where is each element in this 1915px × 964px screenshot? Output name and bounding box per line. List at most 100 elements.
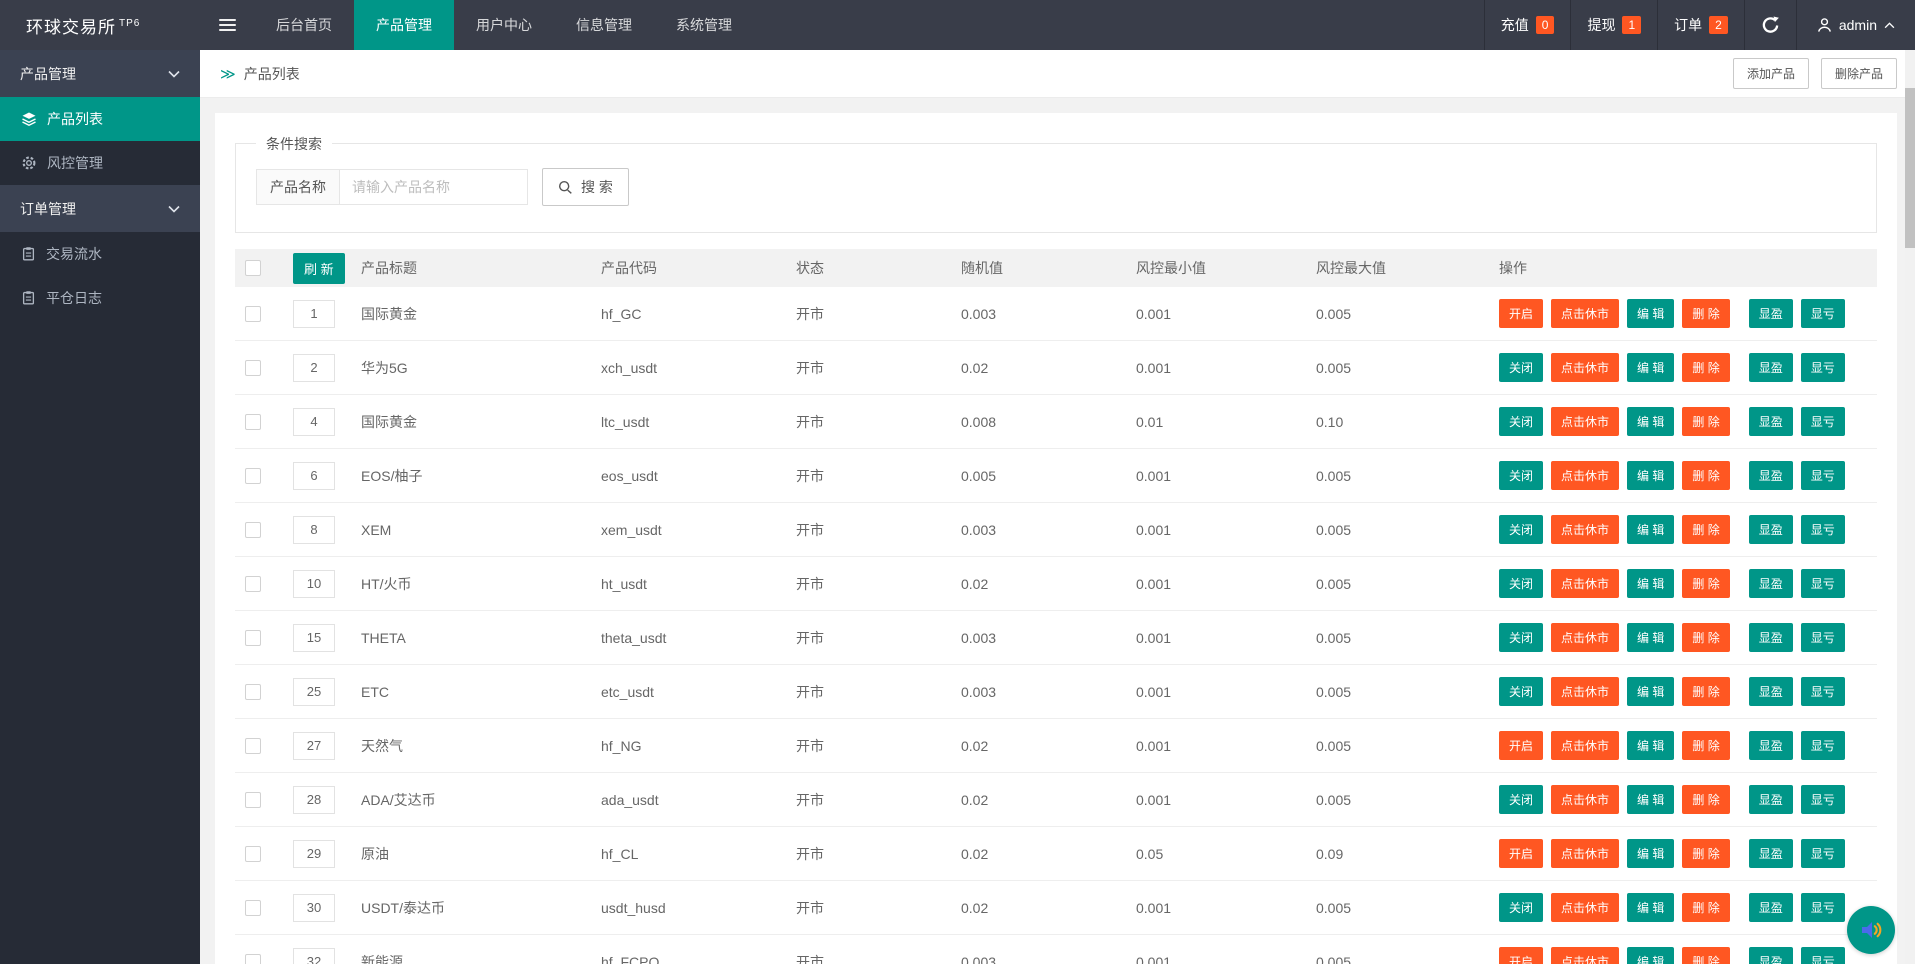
delete-button[interactable]: 删 除 [1682, 839, 1730, 868]
sidebar-item-product-list[interactable]: 产品列表 [0, 97, 200, 141]
row-sort-input[interactable]: 32 [293, 947, 335, 964]
pause-market-button[interactable]: 点击休市 [1551, 839, 1620, 868]
edit-button[interactable]: 编 辑 [1627, 407, 1675, 436]
show-profit-button[interactable]: 显盈 [1748, 677, 1793, 706]
edit-button[interactable]: 编 辑 [1627, 731, 1675, 760]
edit-button[interactable]: 编 辑 [1627, 893, 1675, 922]
vertical-scrollbar[interactable] [1905, 50, 1915, 964]
edit-button[interactable]: 编 辑 [1627, 623, 1675, 652]
pause-market-button[interactable]: 点击休市 [1551, 461, 1620, 490]
edit-button[interactable]: 编 辑 [1627, 947, 1675, 964]
edit-button[interactable]: 编 辑 [1627, 299, 1675, 328]
edit-button[interactable]: 编 辑 [1627, 677, 1675, 706]
sidebar-item-risk-control[interactable]: 风控管理 [0, 141, 200, 185]
select-all-checkbox[interactable] [245, 260, 261, 276]
show-profit-button[interactable]: 显盈 [1748, 623, 1793, 652]
delete-button[interactable]: 删 除 [1682, 299, 1730, 328]
row-checkbox[interactable] [245, 575, 261, 592]
show-profit-button[interactable]: 显盈 [1748, 569, 1793, 598]
pause-market-button[interactable]: 点击休市 [1551, 569, 1620, 598]
row-sort-input[interactable]: 6 [293, 461, 335, 490]
row-sort-input[interactable]: 2 [293, 353, 335, 382]
show-loss-button[interactable]: 显亏 [1800, 299, 1845, 328]
sidebar-item-trade-flow[interactable]: 交易流水 [0, 232, 200, 276]
delete-button[interactable]: 删 除 [1682, 461, 1730, 490]
toggle-market-button[interactable]: 关闭 [1499, 407, 1544, 436]
audio-notification-button[interactable] [1847, 906, 1895, 954]
row-checkbox[interactable] [245, 521, 261, 538]
row-sort-input[interactable]: 4 [293, 407, 335, 436]
show-profit-button[interactable]: 显盈 [1748, 785, 1793, 814]
pause-market-button[interactable]: 点击休市 [1551, 353, 1620, 382]
edit-button[interactable]: 编 辑 [1627, 785, 1675, 814]
row-sort-input[interactable]: 29 [293, 839, 335, 868]
delete-button[interactable]: 删 除 [1682, 407, 1730, 436]
show-loss-button[interactable]: 显亏 [1800, 569, 1845, 598]
pause-market-button[interactable]: 点击休市 [1551, 677, 1620, 706]
row-sort-input[interactable]: 30 [293, 893, 335, 922]
toggle-market-button[interactable]: 开启 [1499, 839, 1544, 868]
recharge-shortcut[interactable]: 充值 0 [1483, 0, 1571, 50]
orders-shortcut[interactable]: 订单 2 [1657, 0, 1744, 50]
row-checkbox[interactable] [245, 845, 261, 862]
pause-market-button[interactable]: 点击休市 [1551, 785, 1620, 814]
show-profit-button[interactable]: 显盈 [1748, 299, 1793, 328]
row-sort-input[interactable]: 27 [293, 731, 335, 760]
edit-button[interactable]: 编 辑 [1627, 353, 1675, 382]
toggle-market-button[interactable]: 关闭 [1499, 785, 1544, 814]
row-sort-input[interactable]: 10 [293, 569, 335, 598]
nav-item-info[interactable]: 信息管理 [576, 17, 632, 33]
row-checkbox[interactable] [245, 683, 261, 700]
row-sort-input[interactable]: 25 [293, 677, 335, 706]
sidebar-group-orders[interactable]: 订单管理 [0, 185, 200, 232]
toggle-market-button[interactable]: 关闭 [1499, 515, 1544, 544]
hamburger-menu-icon[interactable] [200, 0, 254, 50]
nav-item-products[interactable]: 产品管理 [354, 0, 454, 50]
show-loss-button[interactable]: 显亏 [1800, 623, 1845, 652]
row-checkbox[interactable] [245, 737, 261, 754]
delete-button[interactable]: 删 除 [1682, 353, 1730, 382]
pause-market-button[interactable]: 点击休市 [1551, 299, 1620, 328]
row-checkbox[interactable] [245, 629, 261, 646]
row-sort-input[interactable]: 8 [293, 515, 335, 544]
show-loss-button[interactable]: 显亏 [1800, 515, 1845, 544]
pause-market-button[interactable]: 点击休市 [1551, 947, 1620, 964]
pause-market-button[interactable]: 点击休市 [1551, 893, 1620, 922]
delete-button[interactable]: 删 除 [1682, 731, 1730, 760]
show-profit-button[interactable]: 显盈 [1748, 947, 1793, 964]
show-profit-button[interactable]: 显盈 [1748, 461, 1793, 490]
toggle-market-button[interactable]: 关闭 [1499, 623, 1544, 652]
show-loss-button[interactable]: 显亏 [1800, 353, 1845, 382]
delete-button[interactable]: 删 除 [1682, 623, 1730, 652]
show-profit-button[interactable]: 显盈 [1748, 731, 1793, 760]
add-product-button[interactable]: 添加产品 [1732, 58, 1809, 89]
row-checkbox[interactable] [245, 413, 261, 430]
product-name-input[interactable] [340, 169, 528, 205]
toggle-market-button[interactable]: 开启 [1499, 731, 1544, 760]
delete-product-button[interactable]: 删除产品 [1820, 58, 1897, 89]
delete-button[interactable]: 删 除 [1682, 677, 1730, 706]
toggle-market-button[interactable]: 关闭 [1499, 353, 1544, 382]
toggle-market-button[interactable]: 关闭 [1499, 893, 1544, 922]
row-checkbox[interactable] [245, 305, 261, 322]
delete-button[interactable]: 删 除 [1682, 515, 1730, 544]
row-checkbox[interactable] [245, 467, 261, 484]
scrollbar-thumb[interactable] [1905, 88, 1915, 248]
show-profit-button[interactable]: 显盈 [1748, 353, 1793, 382]
show-profit-button[interactable]: 显盈 [1748, 839, 1793, 868]
sidebar-item-close-log[interactable]: 平仓日志 [0, 276, 200, 320]
row-checkbox[interactable] [245, 899, 261, 916]
edit-button[interactable]: 编 辑 [1627, 461, 1675, 490]
delete-button[interactable]: 删 除 [1682, 569, 1730, 598]
search-button[interactable]: 搜 索 [542, 168, 629, 206]
pause-market-button[interactable]: 点击休市 [1551, 407, 1620, 436]
pause-market-button[interactable]: 点击休市 [1551, 623, 1620, 652]
toggle-market-button[interactable]: 关闭 [1499, 461, 1544, 490]
show-loss-button[interactable]: 显亏 [1800, 407, 1845, 436]
refresh-icon[interactable] [1743, 0, 1796, 50]
show-loss-button[interactable]: 显亏 [1800, 947, 1845, 964]
pause-market-button[interactable]: 点击休市 [1551, 515, 1620, 544]
show-loss-button[interactable]: 显亏 [1800, 461, 1845, 490]
delete-button[interactable]: 删 除 [1682, 893, 1730, 922]
row-sort-input[interactable]: 1 [293, 299, 335, 328]
